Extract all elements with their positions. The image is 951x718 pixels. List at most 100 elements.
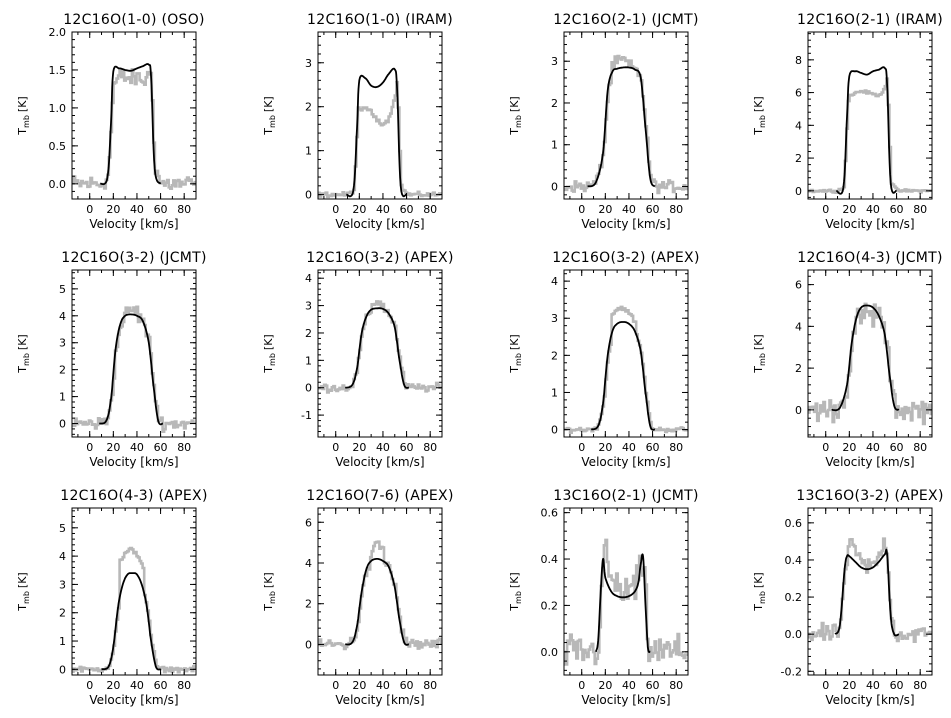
x-tick-label: 20 [842,203,856,216]
y-tick-label: 3 [59,337,66,350]
y-tick-label: 4 [551,275,558,288]
x-tick-label: 0 [578,441,585,454]
x-tick-label: 20 [598,441,612,454]
observed-spectrum [564,538,688,666]
y-tick-label: 4 [59,310,66,323]
y-tick-label: 6 [305,516,312,529]
x-tick-label: 60 [154,203,168,216]
y-tick-label: 4 [305,557,312,570]
x-tick-label: 40 [622,203,636,216]
observed-spectrum [318,80,442,199]
spectrum-panel: 12C16O(2-1) (JCMT) 0 20 40 60 80 0 1 2 3 Velocity … [508,12,698,231]
y-tick-label: 3 [551,55,558,68]
y-tick-label: 1 [551,139,558,152]
plot-frame [71,31,197,200]
observed-spectrum [564,54,688,195]
x-axis-label: Velocity [km/s] [335,693,424,707]
x-tick-label: 60 [890,679,904,692]
y-tick-label: 8 [795,54,802,67]
model-spectrum [834,548,900,637]
y-tick-label: 0 [795,404,802,417]
y-tick-label: 0 [551,180,558,193]
x-tick-label: 0 [332,679,339,692]
y-tick-label: 3 [305,57,312,70]
x-tick-label: 20 [842,441,856,454]
x-tick-label: 40 [622,679,636,692]
y-tick-label: 4 [795,320,802,333]
y-tick-label: 5 [59,283,66,296]
y-axis-label: Tmb[K] [508,334,523,373]
x-tick-label: 0 [86,203,93,216]
y-axis-label: Tmb[K] [262,572,277,611]
observed-spectrum [318,300,442,394]
model-spectrum [344,558,410,646]
y-tick-label: 2 [305,598,312,611]
panel-title: 12C16O(1-0) (OSO) [63,12,205,28]
y-tick-label: 2 [795,362,802,375]
x-axis-label: Velocity [km/s] [581,693,670,707]
x-axis-label: Velocity [km/s] [89,693,178,707]
x-tick-label: 60 [400,203,414,216]
x-axis-label: Velocity [km/s] [825,693,914,707]
panel-title: 12C16O(7-6) (APEX) [306,488,453,504]
x-tick-label: 0 [86,441,93,454]
y-tick-label: 0.4 [785,554,803,567]
x-tick-label: 20 [106,441,120,454]
y-axis-label: Tmb[K] [752,96,767,135]
plot-frame [317,269,443,438]
observed-spectrum [72,546,196,674]
y-tick-label: 3 [305,300,312,313]
x-tick-label: 0 [578,203,585,216]
x-axis-label: Velocity [km/s] [581,217,670,231]
x-tick-label: 20 [106,203,120,216]
y-tick-label: 1.0 [49,102,67,115]
x-tick-label: 40 [376,441,390,454]
x-tick-label: 60 [400,441,414,454]
x-tick-label: 40 [866,441,880,454]
x-tick-label: 40 [376,679,390,692]
model-spectrum [101,572,162,671]
observed-spectrum [808,77,932,194]
y-tick-label: 0 [59,663,66,676]
spectrum-panel: 12C16O(3-2) (APEX) 0 20 40 60 80 0 1 2 3 4 Velocity… [508,250,699,469]
y-axis-label: Tmb[K] [16,572,31,611]
model-spectrum [98,313,164,426]
spectrum-panel: 12C16O(2-1) (IRAM) 0 20 40 60 80 0 2 4 6 8 Velocity… [752,12,943,231]
x-tick-label: 60 [154,679,168,692]
x-tick-label: 40 [622,441,636,454]
x-tick-label: 40 [130,203,144,216]
model-spectrum [346,67,407,198]
y-tick-label: 0.2 [541,599,559,612]
x-axis-label: Velocity [km/s] [335,455,424,469]
model-spectrum [836,66,897,195]
x-tick-label: 80 [423,203,437,216]
x-axis-label: Velocity [km/s] [89,455,178,469]
panel-title: 13C16O(3-2) (APEX) [796,488,943,504]
x-tick-label: 20 [352,441,366,454]
y-axis-label: Tmb[K] [262,334,277,373]
panel-title: 12C16O(2-1) (IRAM) [797,12,943,28]
y-tick-label: 1 [305,354,312,367]
y-tick-label: 0.0 [785,628,803,641]
y-tick-label: 2 [305,327,312,340]
x-tick-label: 80 [913,203,927,216]
spectrum-panel: 12C16O(3-2) (JCMT) 0 20 40 60 80 0 1 2 3 4 5 Velocit… [16,250,207,469]
x-tick-label: 0 [822,203,829,216]
x-tick-label: 40 [130,679,144,692]
x-tick-label: 60 [646,203,660,216]
y-axis-label: Tmb[K] [16,96,31,135]
y-tick-label: 0.0 [49,178,67,191]
x-tick-label: 20 [598,679,612,692]
x-axis-label: Velocity [km/s] [335,217,424,231]
y-tick-label: 2 [551,97,558,110]
panel-title: 12C16O(3-2) (JCMT) [61,250,207,266]
y-axis-label: Tmb[K] [262,96,277,135]
panel-title: 12C16O(4-3) (APEX) [60,488,207,504]
y-tick-label: 1.5 [49,64,67,77]
observed-spectrum [808,302,932,426]
x-tick-label: 0 [822,441,829,454]
x-tick-label: 20 [352,679,366,692]
x-tick-label: 40 [130,441,144,454]
x-tick-label: 80 [669,679,683,692]
